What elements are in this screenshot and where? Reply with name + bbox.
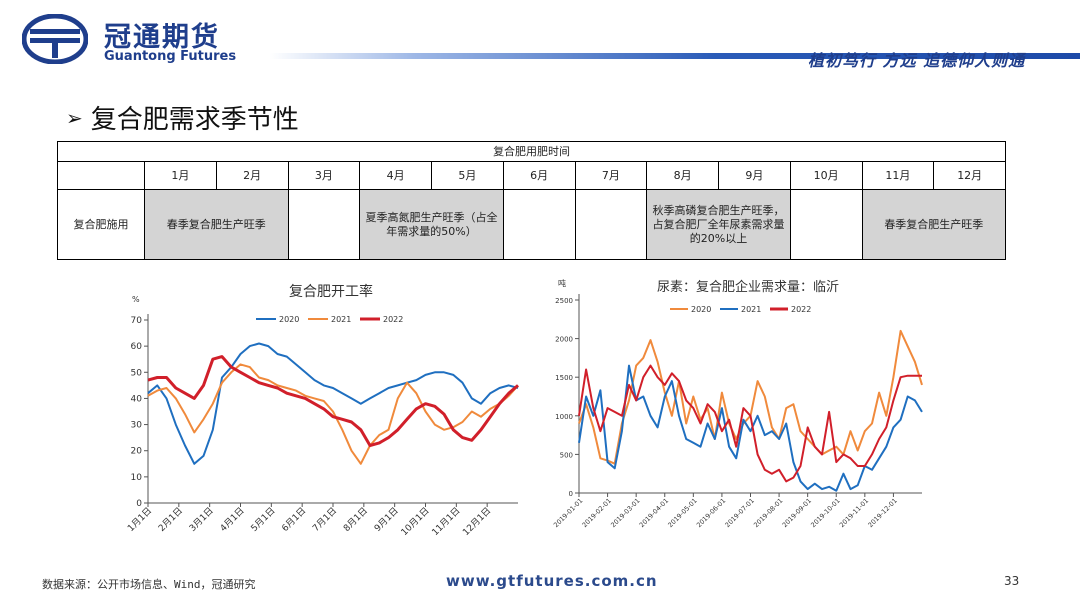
operating-rate-chart: 复合肥开工率% 0 10 20 30 40 50 60 70 1月1日 2月1日 3月1日 4月1日 5月… [126,283,519,538]
x-tick-label: 2019-06-01 [695,497,727,529]
y-tick-label: 0 [136,499,142,509]
month-header: 8月 [646,161,719,190]
table-caption: 复合肥用肥时间 [56,141,1007,162]
legend-label-2021: 2021 [331,315,351,324]
y-axis-unit: % [132,295,140,304]
empty-cell [789,189,863,260]
y-tick-label: 500 [560,451,573,459]
x-tick-label: 2019-02-01 [581,497,613,529]
table-caption-row: 复合肥用肥时间 [56,141,1007,162]
month-header: 5月 [431,161,504,190]
x-tick-label: 4月1日 [218,505,247,534]
x-tick-label: 5月1日 [249,505,278,534]
y-tick-label: 1000 [555,413,573,421]
x-tick-label: 2019-05-01 [666,497,698,529]
x-tick-label: 2月1日 [156,505,185,534]
y-tick-label: 1500 [555,374,573,382]
urea-demand-chart: 尿素：复合肥企业需求量：临沂 吨 0 500 1000 1500 2000 2500 2019-… [552,278,923,529]
y-tick-label: 10 [131,473,143,483]
x-tick-label: 7月1日 [311,505,340,534]
y-tick-label: 70 [131,316,143,326]
x-tick-label: 3月1日 [187,505,216,534]
series-line-2020 [578,329,923,465]
series-line-2022 [147,355,519,447]
y-tick-label: 40 [131,394,143,404]
x-tick-label: 2019-04-01 [638,497,670,529]
y-axis-unit: 吨 [558,278,566,288]
fertilizer-schedule-table: 复合肥用肥时间 1月 2月 3月 4月 5月 6月 7月 8月 9月 10月 1… [56,141,1007,260]
table-months-row: 1月 2月 3月 4月 5月 6月 7月 8月 9月 10月 11月 12月 [57,161,1007,190]
table-usage-row: 复合肥施用 春季复合肥生产旺季 夏季高氮肥生产旺季（占全年需求量的50%） 秋季… [57,189,1007,260]
x-tick-label: 2019-10-01 [809,497,841,529]
month-header: 1月 [144,161,217,190]
data-source-note: 数据来源：公开市场信息、Wind，冠通研究 [42,578,256,591]
month-header: 10月 [789,161,863,190]
x-tick-label: 12月1日 [461,505,494,538]
y-tick-label: 30 [131,421,143,431]
series-line-2022 [578,364,922,483]
series-line-2021 [578,364,923,492]
x-tick-label: 2019-07-01 [724,497,756,529]
legend-label-2020: 2020 [691,305,711,314]
y-tick-label: 60 [131,342,143,352]
legend-label-2022: 2022 [791,305,811,314]
empty-cell [574,189,648,260]
x-tick-label: 2019-01-01 [552,497,584,529]
brand-name-chinese: 冠通期货 [104,22,220,53]
month-header: 9月 [718,161,791,190]
brand-name-english: Guantong Futures [104,49,237,64]
autumn-peak-cell: 秋季高磷复合肥生产旺季，占复合肥厂全年尿素需求量的20%以上 [646,189,791,260]
x-tick-label: 10月1日 [399,505,432,538]
empty-cell [287,189,361,260]
page-number: 33 [1004,574,1020,588]
company-logo [22,14,88,64]
chart-title: 复合肥开工率 [289,283,373,300]
legend-label-2020: 2020 [279,315,299,324]
x-tick-label: 2019-03-01 [609,497,641,529]
bullet-arrow-icon: ➢ [66,106,83,130]
empty-cell [502,189,576,260]
month-header: 12月 [933,161,1007,190]
legend-label-2022: 2022 [383,315,403,324]
month-header: 3月 [287,161,361,190]
row-label: 复合肥施用 [57,189,145,260]
month-header: 2月 [215,161,289,190]
summer-peak-cell: 夏季高氮肥生产旺季（占全年需求量的50%） [359,189,504,260]
month-header: 4月 [359,161,432,190]
company-slogan: 植初笃行 方远 追德仰人则通 [808,51,1026,70]
y-tick-label: 0 [569,490,573,498]
x-tick-label: 6月1日 [280,505,309,534]
x-tick-label: 1月1日 [126,505,155,534]
y-tick-label: 2000 [555,336,573,344]
x-tick-label: 2019-09-01 [781,497,813,529]
slide-title: ➢ 复合肥需求季节性 [66,99,299,136]
spring-peak-cell: 春季复合肥生产旺季 [144,189,289,260]
series-line-2020 [147,342,519,465]
x-tick-label: 8月1日 [341,505,370,534]
month-header: 7月 [574,161,648,190]
chart-title: 尿素：复合肥企业需求量：临沂 [657,279,839,295]
legend-label-2021: 2021 [741,305,761,314]
month-header: 11月 [861,161,935,190]
x-tick-label: 11月1日 [430,505,463,538]
x-tick-label: 9月1日 [372,505,401,534]
winter-peak-cell: 春季复合肥生产旺季 [861,189,1007,260]
month-header: 6月 [502,161,576,190]
website-url: www.gtfutures.com.cn [446,572,658,590]
series-line-2021 [147,363,519,465]
y-tick-label: 50 [131,368,143,378]
y-tick-label: 2500 [555,297,573,305]
x-tick-label: 2019-12-01 [866,497,898,529]
x-tick-label: 2019-11-01 [838,497,870,529]
header-divider [270,53,1080,59]
slide-title-text: 复合肥需求季节性 [90,105,299,135]
x-tick-label: 2019-08-01 [752,497,784,529]
y-tick-label: 20 [131,447,143,457]
table-corner-cell [57,161,145,190]
